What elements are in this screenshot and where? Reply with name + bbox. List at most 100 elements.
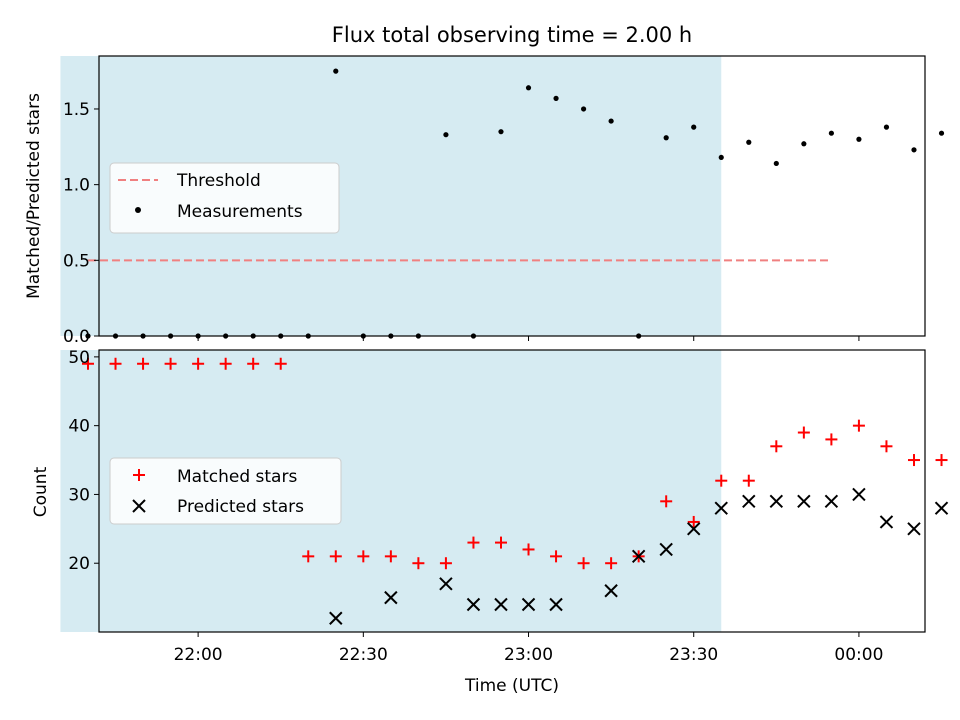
- measurement-point: [553, 95, 559, 101]
- matched-point: [852, 419, 865, 432]
- matched-point: [935, 454, 948, 467]
- top-axes-frame: [98, 55, 926, 337]
- predicted-point: [521, 597, 536, 612]
- matched-point: [247, 357, 260, 370]
- matched-point: [192, 357, 205, 370]
- measurement-point: [333, 68, 339, 74]
- bot-ytick-label: 30: [68, 485, 90, 505]
- matched-point: [494, 536, 507, 549]
- matched-point: [550, 550, 563, 563]
- x-tick-label: 23:30: [669, 645, 718, 665]
- predicted-point: [466, 597, 481, 612]
- legend-measurement-label: Measurements: [177, 202, 303, 222]
- x-tick-label: 00:00: [834, 645, 883, 665]
- measurement-point: [663, 135, 669, 141]
- predicted-point: [631, 549, 646, 564]
- predicted-point: [769, 494, 784, 509]
- matched-point: [687, 515, 700, 528]
- matched-point: [219, 357, 232, 370]
- legend-threshold-label: Threshold: [176, 171, 261, 191]
- x-tick-label: 22:30: [339, 645, 388, 665]
- matched-point: [302, 550, 315, 563]
- measurement-point: [773, 160, 779, 167]
- matched-point: [137, 357, 150, 370]
- measurement-point: [718, 154, 724, 161]
- matched-point: [81, 357, 94, 370]
- measurement-point: [746, 139, 752, 145]
- predicted-point: [549, 597, 563, 612]
- top-ytick-label: 0.5: [63, 251, 90, 271]
- legend-measurement-dot: [135, 207, 141, 213]
- matched-point: [164, 357, 177, 370]
- predicted-point: [852, 487, 866, 502]
- top-legend: Threshold Measurements: [109, 162, 340, 234]
- predicted-point: [907, 522, 921, 536]
- measurement-point: [856, 136, 862, 142]
- legend-matched-label: Matched stars: [177, 467, 297, 487]
- predicted-point: [329, 611, 343, 625]
- measurement-point: [938, 130, 945, 136]
- matched-point: [577, 557, 590, 570]
- matched-point: [797, 426, 810, 439]
- ratio-panel: 0.0 0.5 1.0 1.5 Matched/Predicted stars Thr…: [24, 55, 945, 347]
- predicted-point: [439, 577, 453, 591]
- predicted-point: [687, 522, 701, 536]
- predicted-point: [659, 542, 673, 557]
- bottom-axes-frame: [98, 349, 926, 633]
- matched-point: [329, 550, 342, 563]
- matched-point: [770, 440, 783, 453]
- top-ytick-label: 1.5: [63, 100, 90, 120]
- matched-point: [660, 495, 673, 508]
- predicted-point: [797, 494, 811, 509]
- predicted-point: [494, 597, 508, 612]
- top-ylabel: Matched/Predicted stars: [24, 93, 44, 299]
- measurement-point: [85, 333, 91, 339]
- matched-point: [742, 474, 755, 487]
- predicted-point: [879, 515, 894, 529]
- measurement-point: [828, 130, 834, 136]
- matched-point: [357, 550, 370, 563]
- x-axis-label: Time (UTC): [464, 676, 559, 696]
- measurement-point: [911, 147, 917, 153]
- matched-point: [412, 557, 425, 570]
- matched-point: [274, 357, 287, 370]
- matched-point: [384, 550, 397, 563]
- x-tick-label: 22:00: [174, 645, 223, 665]
- bottom-legend: Matched stars Predicted stars: [109, 457, 342, 525]
- predicted-point: [384, 590, 398, 605]
- predicted-point: [824, 494, 839, 509]
- matched-point: [467, 536, 480, 549]
- legend-predicted-marker: [132, 499, 146, 513]
- chart-title: Flux total observing time = 2.00 h: [332, 23, 692, 47]
- bot-ytick-label: 50: [68, 348, 90, 368]
- measurement-point: [608, 118, 614, 124]
- legend-predicted-label: Predicted stars: [177, 497, 304, 517]
- matched-point: [907, 454, 920, 467]
- matched-point: [439, 557, 452, 570]
- measurement-point: [691, 124, 697, 130]
- top-ytick-label: 1.0: [63, 176, 90, 196]
- predicted-point: [714, 501, 728, 515]
- matched-point: [605, 557, 618, 570]
- measurement-point: [580, 106, 587, 112]
- matched-point: [715, 474, 728, 487]
- predicted-point: [742, 494, 756, 509]
- bot-ytick-label: 20: [68, 554, 90, 574]
- matched-point: [825, 433, 838, 446]
- matched-point: [109, 357, 122, 370]
- bot-ytick-label: 40: [68, 417, 90, 437]
- bottom-ylabel: Count: [31, 466, 51, 517]
- measurement-point: [801, 141, 807, 147]
- matched-point: [880, 440, 893, 453]
- measurement-point: [883, 124, 890, 130]
- predicted-point: [604, 584, 618, 598]
- measurement-point: [525, 85, 532, 91]
- legend-matched-marker: [133, 469, 145, 481]
- x-tick-label: 23:00: [504, 645, 553, 665]
- measurement-point: [498, 129, 504, 135]
- measurement-point: [443, 132, 449, 138]
- predicted-point: [934, 501, 949, 515]
- top-ytick-label: 0.0: [63, 327, 90, 347]
